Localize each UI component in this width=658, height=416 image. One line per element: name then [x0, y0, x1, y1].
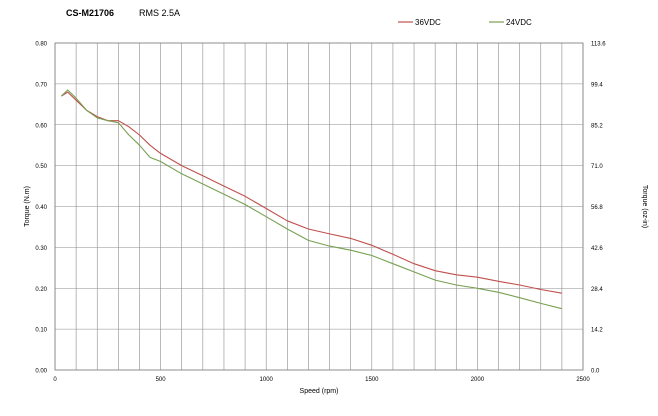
- y-tick-label: 0.10: [35, 328, 47, 334]
- x-tick-label: 2500: [576, 377, 590, 383]
- y-tick-label: 0.70: [35, 82, 47, 88]
- x-tick-label: 1000: [260, 377, 274, 383]
- y2-axis-label: Torque (oz-in): [641, 185, 648, 228]
- y-tick-label: 0.50: [35, 164, 47, 170]
- series-line-36vdc: [61, 91, 562, 294]
- x-tick-label: 1500: [365, 377, 379, 383]
- y2-tick-label: 42.6: [591, 246, 603, 252]
- y2-tick-label: 0.0: [591, 369, 600, 375]
- legend-label: 24VDC: [506, 18, 532, 27]
- y-tick-label: 0.80: [35, 42, 47, 48]
- x-tick-label: 0: [53, 377, 57, 383]
- y-tick-label: 0.30: [35, 246, 47, 252]
- y2-tick-label: 56.8: [591, 205, 603, 211]
- plot-area-border: [54, 42, 584, 371]
- series-line-24vdc: [60, 89, 563, 310]
- y2-tick-label: 85.2: [591, 123, 603, 129]
- y2-tick-label: 28.4: [591, 287, 603, 293]
- y2-tick-label: 113.6: [591, 42, 606, 48]
- y-axis-label: Torque (N.m): [24, 186, 31, 227]
- y-tick-label: 0.00: [35, 369, 47, 375]
- x-axis-label: Speed (rpm): [300, 388, 339, 395]
- y2-tick-label: 14.2: [591, 328, 603, 334]
- chart-subtitle: RMS 2.5A: [139, 8, 181, 18]
- y2-tick-label: 71.0: [591, 164, 603, 170]
- legend-label: 36VDC: [415, 18, 441, 27]
- x-tick-label: 500: [156, 377, 167, 383]
- y-tick-label: 0.40: [35, 205, 47, 211]
- y-tick-label: 0.60: [35, 123, 47, 129]
- y-tick-label: 0.20: [35, 287, 47, 293]
- x-tick-label: 2000: [471, 377, 485, 383]
- y2-tick-label: 99.4: [591, 82, 603, 88]
- chart-title: CS-M21706: [66, 8, 115, 18]
